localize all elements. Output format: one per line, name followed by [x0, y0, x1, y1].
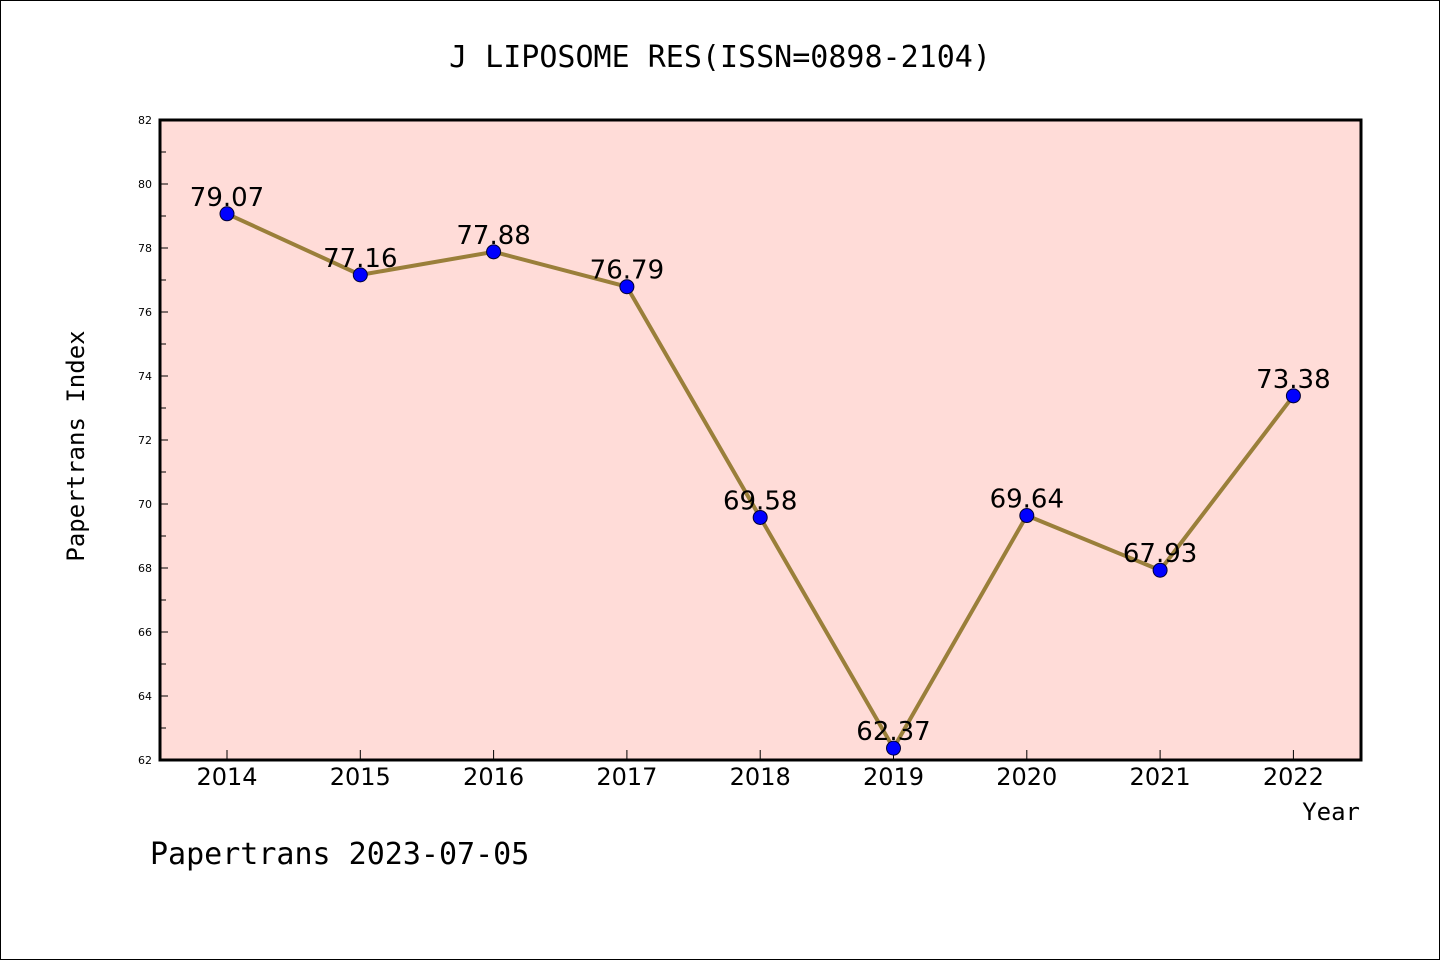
data-label: 69.58: [723, 486, 797, 516]
y-axis-label: Papertrans Index: [62, 330, 90, 561]
x-tick-label: 2017: [596, 763, 657, 791]
y-tick-label: 76: [138, 306, 152, 319]
data-label: 69.64: [990, 485, 1064, 515]
y-tick-label: 78: [138, 242, 152, 255]
y-tick-label: 68: [138, 562, 152, 575]
y-tick-label: 80: [138, 178, 152, 191]
y-tick-label: 74: [138, 370, 152, 383]
x-axis-label: Year: [1302, 798, 1360, 826]
data-label: 77.88: [456, 221, 530, 251]
data-label: 67.93: [1123, 539, 1197, 569]
y-tick-label: 72: [138, 434, 152, 447]
x-tick-label: 2020: [996, 763, 1057, 791]
series-markers: [219, 206, 1301, 756]
data-point: [1285, 388, 1301, 404]
data-point: [486, 244, 502, 260]
data-point: [352, 267, 368, 283]
footer-text: Papertrans 2023-07-05: [150, 837, 529, 872]
data-label: 77.16: [323, 244, 397, 274]
data-label: 73.38: [1256, 365, 1330, 395]
data-point: [219, 206, 235, 222]
data-label: 79.07: [190, 183, 264, 213]
y-tick-label: 62: [138, 754, 152, 767]
plot-border: [158, 118, 1363, 762]
y-tick-label: 66: [138, 626, 152, 639]
data-point: [1152, 562, 1168, 578]
x-tick-label: 2019: [863, 763, 924, 791]
x-axis: 2014 2015 2016 2017 2018 2019 2020 2021 2022: [196, 750, 1324, 791]
data-point: [1019, 508, 1035, 524]
plot-area: [160, 120, 1361, 760]
data-label: 62.37: [856, 717, 930, 747]
x-tick-label: 2022: [1263, 763, 1324, 791]
chart-title: J LIPOSOME RES(ISSN=0898-2104): [449, 40, 991, 75]
data-point: [886, 740, 901, 756]
data-labels: 79.07 77.16 77.88 76.79 69.58 62.37 69.64 67.93…: [190, 183, 1331, 747]
y-tick-label: 70: [138, 498, 152, 511]
x-tick-label: 2015: [330, 763, 391, 791]
x-tick-label: 2018: [730, 763, 791, 791]
data-point: [619, 279, 635, 295]
y-tick-label: 64: [138, 690, 152, 703]
data-point: [752, 509, 768, 525]
x-tick-label: 2016: [463, 763, 524, 791]
y-tick-label: 82: [138, 114, 152, 127]
x-tick-label: 2021: [1130, 763, 1191, 791]
x-tick-label: 2014: [196, 763, 257, 791]
data-label: 76.79: [590, 256, 664, 286]
